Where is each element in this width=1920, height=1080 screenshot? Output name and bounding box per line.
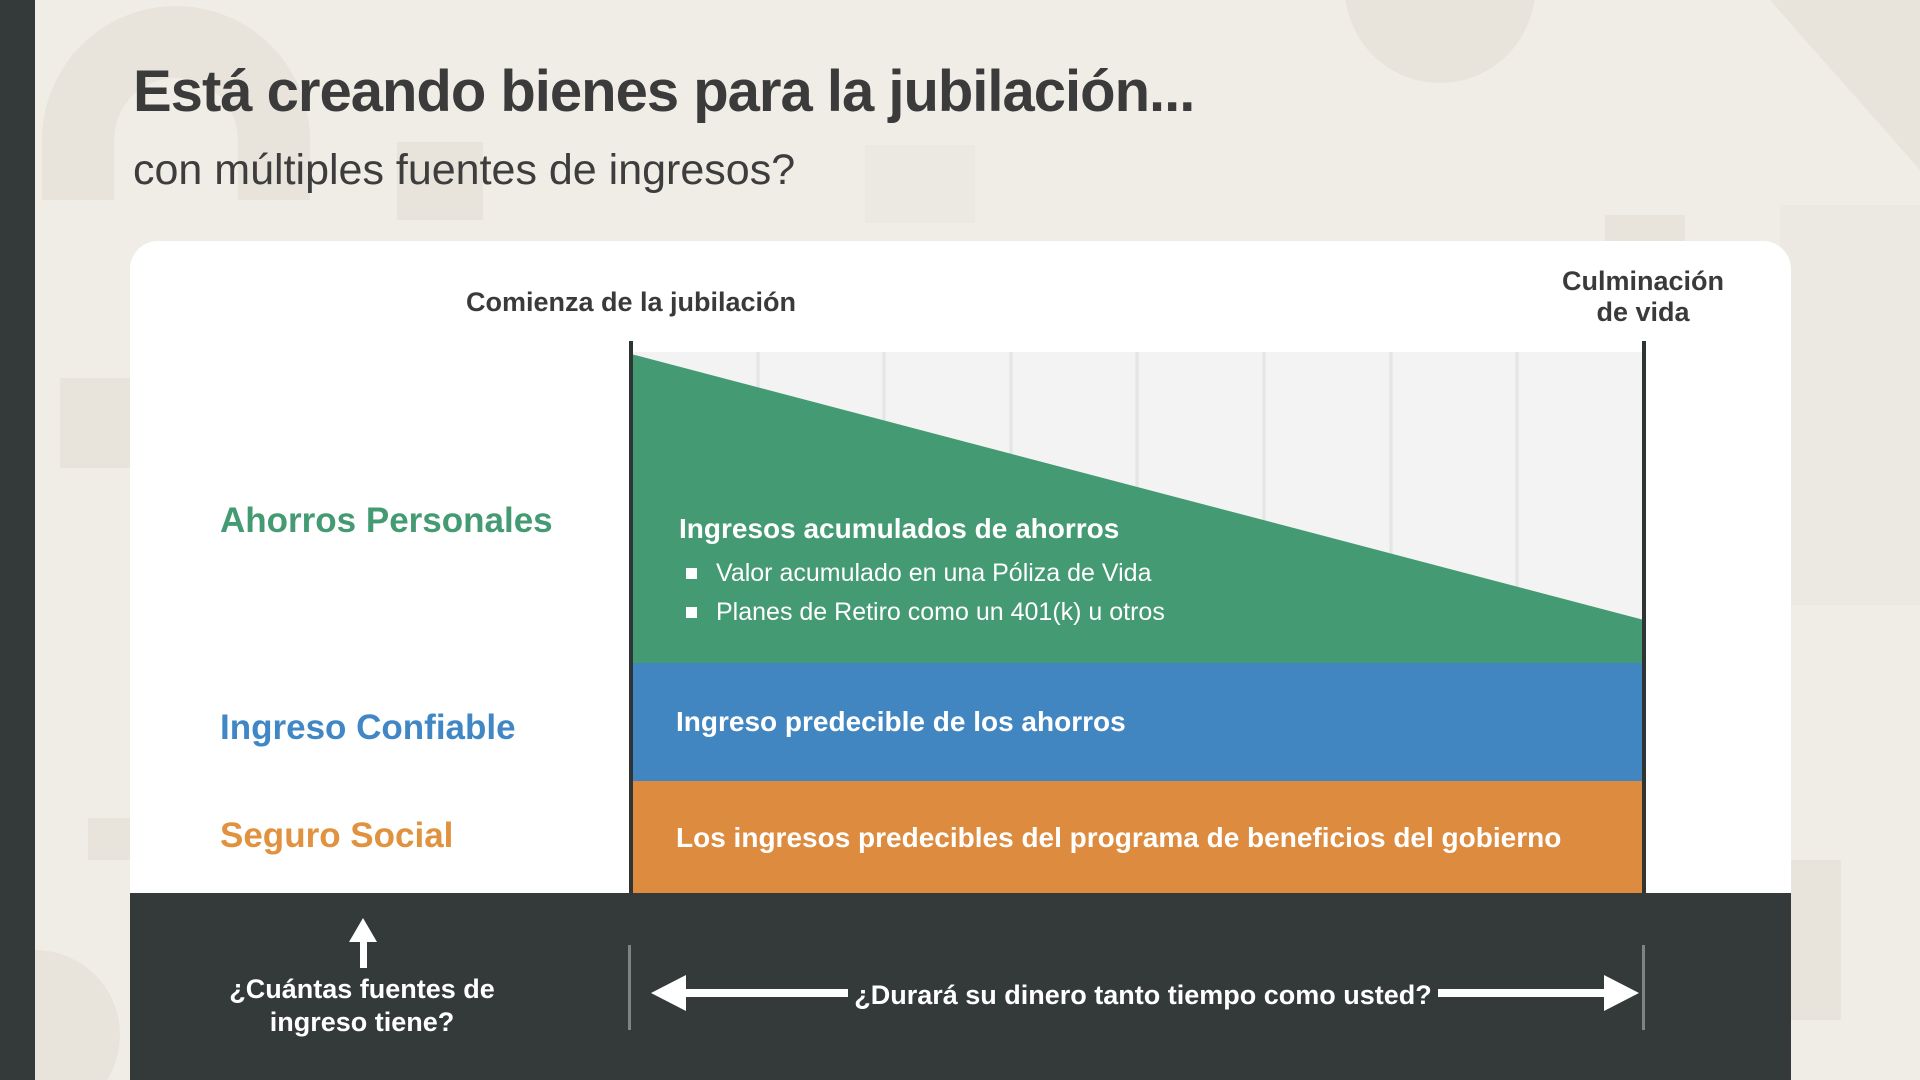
sources-question: ¿Cuántas fuentes de ingreso tiene? <box>212 973 512 1039</box>
end-of-life-label: Culminación de vida <box>1561 266 1724 327</box>
circle-shape <box>1345 0 1535 83</box>
bullet-text: Valor acumulado en una Póliza de Vida <box>716 559 1152 587</box>
duration-question: ¿Durará su dinero tanto tiempo como uste… <box>854 980 1432 1010</box>
bullet-text: Planes de Retiro como un 401(k) u otros <box>716 598 1165 626</box>
retirement-start-label: Comienza de la jubilación <box>465 287 797 317</box>
list-item: Valor acumulado en una Póliza de Vida <box>686 559 1152 587</box>
income-sources-chart <box>629 341 1646 893</box>
sources-question-line1: ¿Cuántas fuentes de <box>229 974 495 1004</box>
page-title: Está creando bienes para la jubilación..… <box>133 59 1195 124</box>
question-footer: ¿Cuántas fuentes de ingreso tiene? ¿Dura… <box>130 893 1791 1080</box>
end-of-life-line <box>1642 341 1646 893</box>
social-security-heading: Los ingresos predecibles del programa de… <box>676 822 1562 853</box>
arch-shape <box>42 6 310 201</box>
footer-arrows <box>349 918 1645 1030</box>
retirement-start-line <box>629 341 633 893</box>
left-arrow-icon <box>651 975 848 1011</box>
reliable-income-heading: Ingreso predecible de los ahorros <box>676 706 1126 737</box>
label-ingreso-confiable: Ingreso Confiable <box>220 708 516 747</box>
up-arrow-icon <box>349 918 377 968</box>
reliable-income-band <box>631 663 1644 781</box>
square-shape <box>88 818 130 860</box>
personal-savings-area <box>631 354 1644 663</box>
triangle-shape <box>1770 0 1920 170</box>
left-edge-bar <box>0 0 35 1080</box>
social-security-band <box>631 781 1644 893</box>
square-shape <box>865 145 975 223</box>
savings-heading: Ingresos acumulados de ahorros <box>679 513 1120 544</box>
square-shape <box>60 378 130 468</box>
list-item: Planes de Retiro como un 401(k) u otros <box>686 598 1165 626</box>
chart-card: Comienza de la jubilación Culminación de… <box>130 241 1791 1080</box>
rect-shape <box>1780 205 1920 605</box>
label-seguro-social: Seguro Social <box>220 816 454 855</box>
right-arrow-icon <box>1438 975 1639 1011</box>
page-subtitle: con múltiples fuentes de ingresos? <box>133 146 796 194</box>
bullet-square-icon <box>686 606 697 618</box>
bullet-square-icon <box>686 567 697 579</box>
rect-shape <box>1791 860 1841 1020</box>
label-ahorros-personales: Ahorros Personales <box>220 501 553 540</box>
sources-question-line2: ingreso tiene? <box>269 1007 455 1037</box>
square-shape <box>397 142 483 220</box>
range-tick-right <box>1642 945 1645 1030</box>
range-tick-left <box>628 945 631 1030</box>
